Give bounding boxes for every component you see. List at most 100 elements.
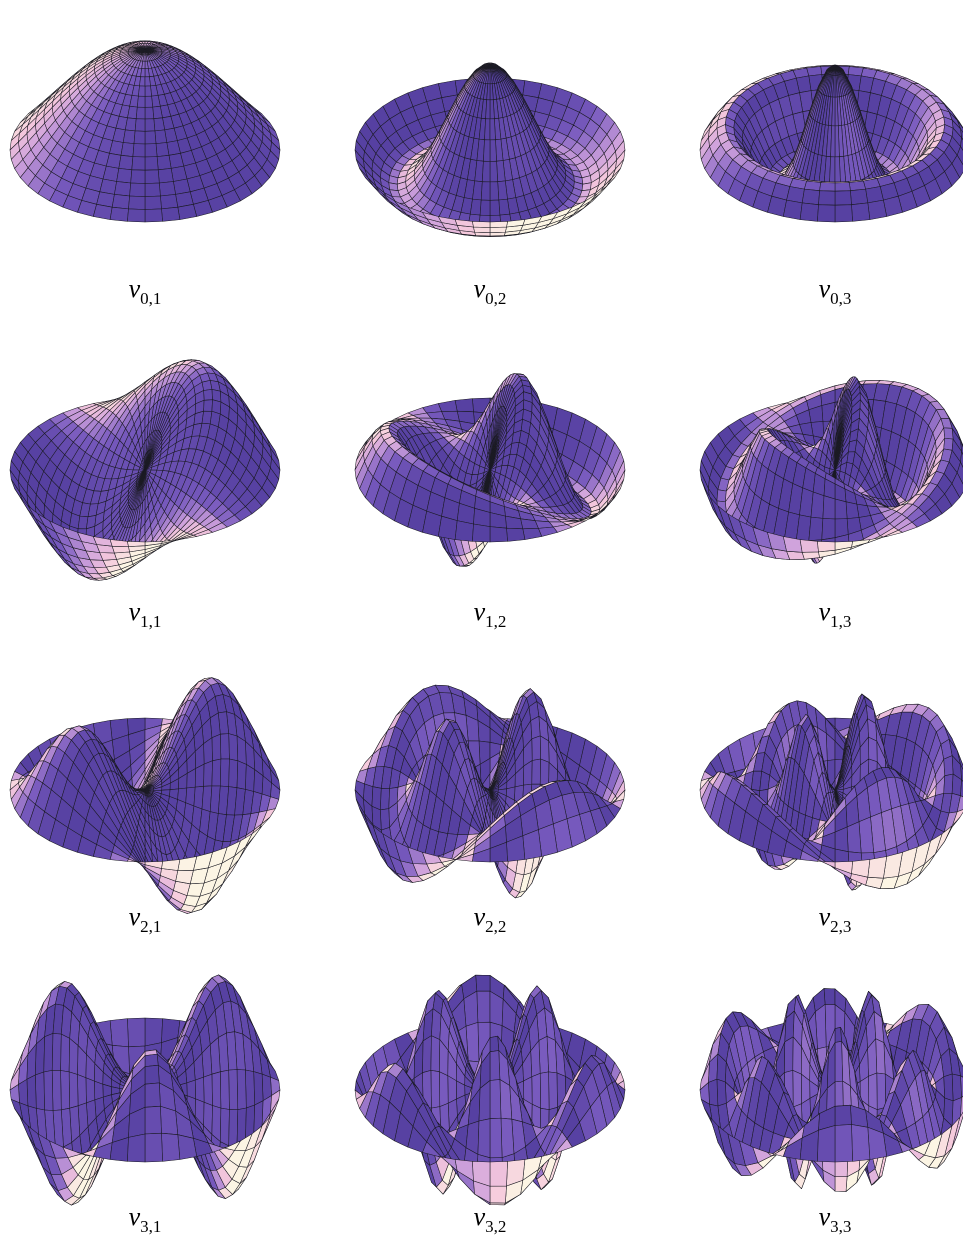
mesh-face [867,199,887,220]
mesh-face [144,95,153,108]
mesh-face [943,437,954,451]
mesh-face [132,143,146,158]
mesh-face [454,398,474,413]
mesh-face [139,76,146,87]
mesh-face [834,125,840,158]
mesh-face [153,117,165,132]
mesh-face [799,202,819,222]
mesh-face [522,528,542,540]
mesh-face [472,523,491,543]
label-variable: v [474,274,486,303]
mesh-face [489,181,500,201]
mesh-face [799,539,819,553]
mesh-face [480,181,491,201]
mesh-face [438,515,458,540]
mesh-face [489,226,507,233]
mesh-face [203,399,213,412]
mesh-face [850,188,869,205]
mesh-face [140,68,146,78]
label-index: 1,2 [485,612,506,631]
mesh-face [479,199,491,216]
mesh-face [211,733,222,762]
mesh-face [845,501,860,519]
mesh-face [177,204,197,220]
mesh-face [144,76,151,87]
surface-plot [9,677,281,914]
mesh-face [127,541,146,547]
mesh-face [489,221,508,228]
mesh-face [144,208,163,223]
mesh-face [489,526,508,543]
mesh-face [144,130,157,145]
mesh-face [120,142,135,157]
mesh-face [834,182,851,192]
label-index: 0,1 [140,289,161,308]
mesh-face [830,125,836,158]
mesh-face [498,198,510,216]
panel-label: v1,1 [129,597,162,631]
mesh-face [834,156,841,186]
mesh-face [93,204,113,220]
mesh-face [144,118,156,132]
label-variable: v [819,597,831,626]
panel-label: v0,2 [474,274,507,308]
panel-label: v1,2 [474,597,507,631]
mesh-face [506,527,526,542]
mesh-face [489,139,497,162]
label-index: 1,1 [140,612,161,631]
mesh-face [129,182,146,197]
mesh-face [473,226,491,233]
mesh-face [834,204,853,223]
mesh-face [801,188,820,205]
mesh-face [489,160,498,183]
mesh-face [472,221,491,228]
mesh-face [144,182,161,197]
mesh-face [808,516,824,541]
mesh-face [122,129,136,144]
surface-plot [354,62,626,237]
mesh-face [454,520,474,542]
mesh-face [783,199,803,220]
mesh-face [160,194,179,210]
surface-plot [9,40,281,223]
mesh-face [470,198,482,216]
mesh-face [482,160,491,183]
mesh-face [821,518,836,541]
mesh-face [125,117,137,132]
mesh-face [127,208,146,223]
mesh-face [819,182,836,192]
mesh-face [489,199,501,216]
mesh-face [810,491,825,519]
mesh-face [484,118,491,141]
mesh-face [138,85,146,97]
mesh-face [133,130,146,145]
mesh-face [851,202,871,222]
label-index: 0,3 [830,289,851,308]
mesh-face [134,118,146,132]
mesh-face [485,99,491,120]
mesh-face [137,95,146,108]
mesh-face [114,181,131,197]
mesh-face [834,190,852,206]
mesh-face [817,204,836,223]
mesh-face [203,389,213,401]
surface-plot [699,376,963,564]
mesh-face [489,99,495,120]
mesh-face [228,733,239,762]
mesh-face [135,106,146,120]
panel-label: v0,1 [129,274,162,308]
mesh-face [128,195,146,210]
mesh-face [161,206,181,222]
mesh-face [220,733,230,760]
mesh-face [144,156,159,171]
mesh-face [109,206,129,222]
mesh-face [834,498,848,520]
mesh-face [829,156,836,186]
mesh-face [489,118,496,141]
mesh-face [131,156,146,171]
mesh-face [99,552,117,561]
mesh-face [156,155,172,171]
mesh-face [144,169,160,184]
mesh-face [716,489,727,503]
